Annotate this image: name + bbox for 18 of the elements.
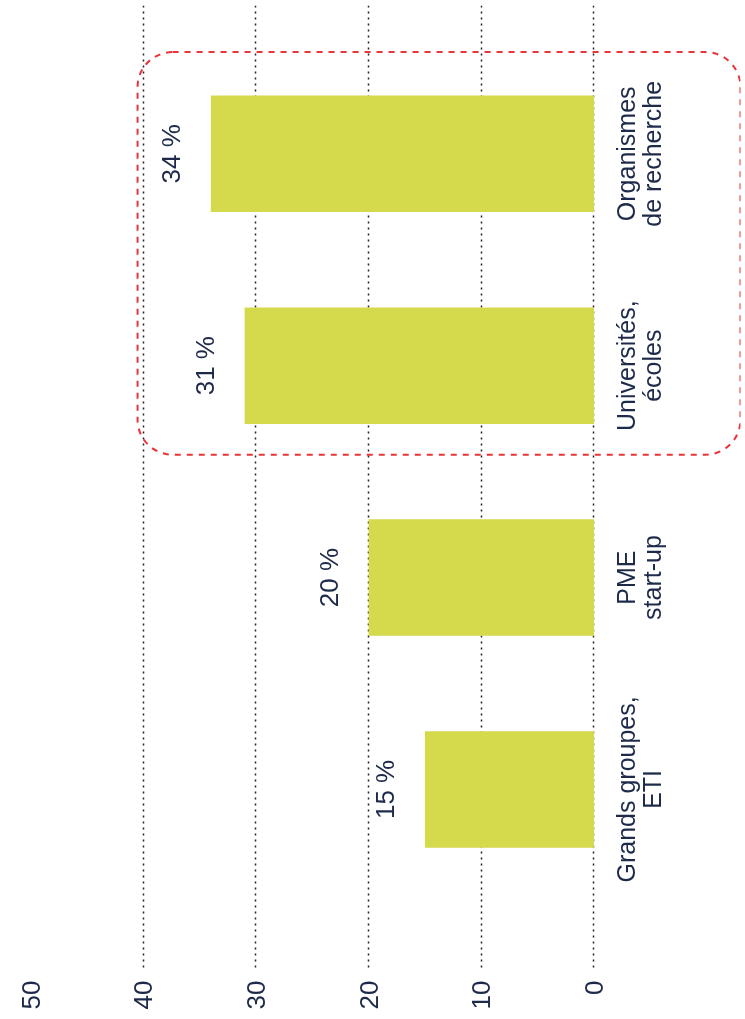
x-tick-label: 50 — [15, 980, 46, 1010]
data-label: 34 % — [155, 124, 186, 184]
bar — [244, 307, 594, 424]
x-tick-label: 30 — [240, 980, 271, 1010]
y-tick-label: PME start-up — [612, 535, 666, 620]
x-tick-label: 40 — [128, 980, 159, 1010]
data-label: 20 % — [313, 547, 344, 608]
bar — [424, 731, 594, 848]
x-tick-label: 20 — [353, 980, 384, 1010]
y-tick-label: Universités, écoles — [612, 300, 666, 431]
bar — [368, 519, 594, 636]
data-label: 15 % — [369, 759, 400, 820]
x-tick-label: 0 — [578, 980, 609, 995]
bar — [210, 95, 594, 213]
data-label: 31 % — [189, 336, 220, 396]
y-tick-label: Organismes de recherche — [612, 80, 666, 227]
y-tick-label: Grands groupes, ETI — [612, 696, 666, 883]
x-tick-label: 10 — [466, 980, 497, 1010]
